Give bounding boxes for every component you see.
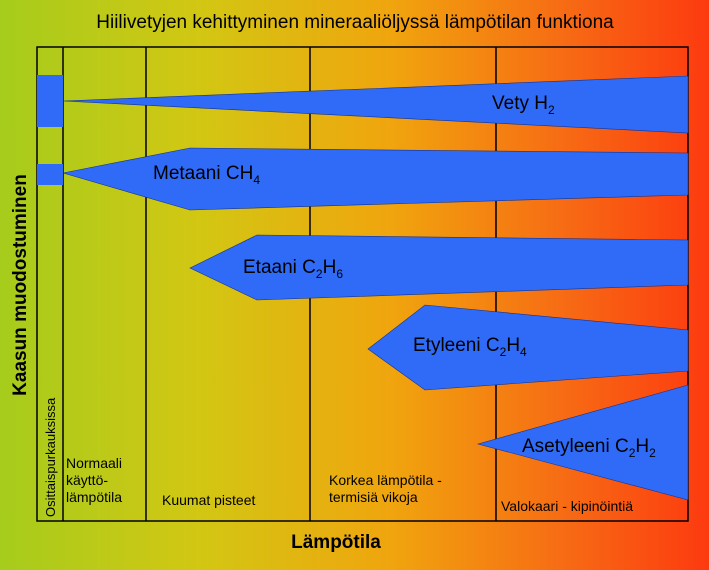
- gas-label-ethane: Etaani C2H6: [243, 257, 343, 281]
- ethylene-wedge: [367, 304, 689, 391]
- zone-label-hot-spots: Kuumat pisteet: [162, 492, 255, 508]
- partial-discharge-label: Osittaispurkauksissa: [43, 397, 58, 517]
- hydrogen-wedge: [62, 75, 689, 134]
- partial-discharge-bar-hydrogen: [37, 75, 63, 127]
- methane-wedge: [62, 147, 689, 211]
- gas-label-ethylene: Etyleeni C2H4: [413, 335, 527, 359]
- acetylene-wedge: [476, 384, 689, 501]
- y-axis-label: Kaasun muodostuminen: [10, 174, 31, 396]
- diagram-title: Hiilivetyjen kehittyminen mineraaliöljys…: [96, 12, 614, 33]
- zone-label-high-temperature: Korkea lämpötila - termisiä vikoja: [329, 472, 446, 505]
- gas-label-acetylene: Asetyleeni C2H2: [522, 436, 656, 460]
- x-axis-label: Lämpötila: [291, 532, 381, 553]
- gas-label-methane: Metaani CH4: [153, 163, 260, 187]
- zone-label-arcing: Valokaari - kipinöintiä: [501, 498, 633, 514]
- partial-discharge-bar-methane: [37, 164, 63, 185]
- zone-label-normal: Normaali käyttö- lämpötila: [66, 455, 126, 505]
- gas-label-hydrogen: Vety H2: [492, 93, 555, 117]
- ethane-wedge: [189, 234, 689, 301]
